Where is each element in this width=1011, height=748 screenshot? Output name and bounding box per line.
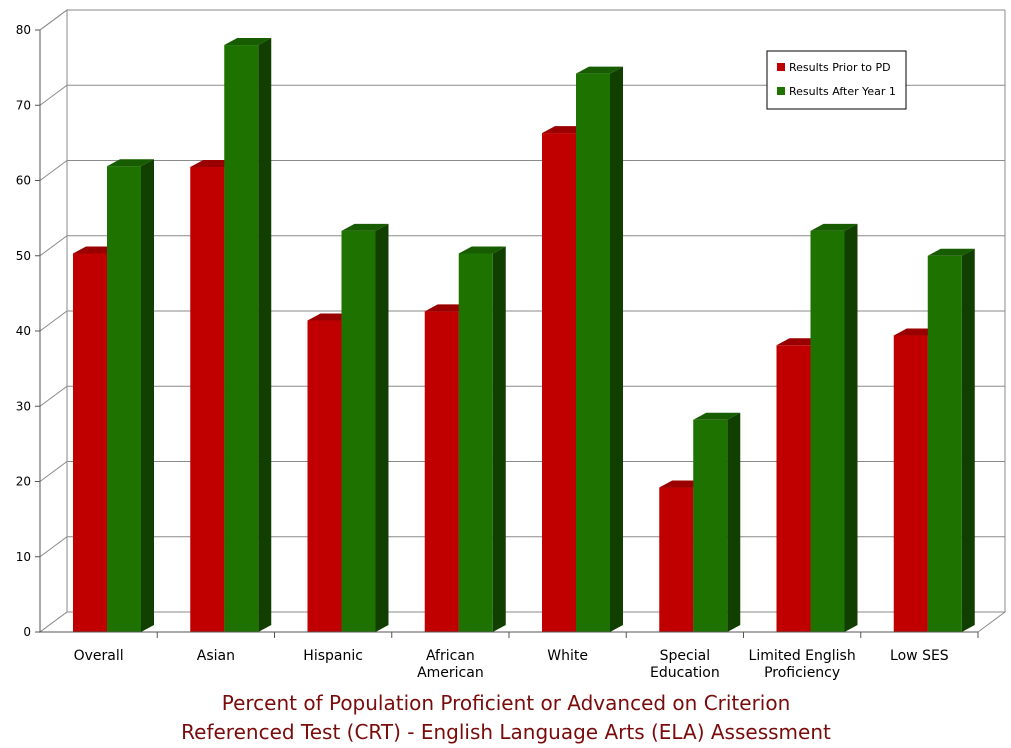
bar-front [542,133,576,632]
x-tick-label: Overall [74,648,124,664]
bar-after [810,223,858,633]
bar-top [224,38,272,46]
bar-after [341,223,389,633]
bar-front [190,166,225,632]
x-tick-label: Asian [197,648,235,664]
legend-label: Results Prior to PD [789,61,891,74]
bar-side [961,248,975,632]
x-tick-label: Limited English [749,648,856,664]
bar-front [73,253,107,632]
x-tick-label: Education [650,665,720,681]
x-tick-label: African [426,648,475,664]
bar-side [375,223,389,633]
x-tick-label: American [417,665,484,681]
gridline [39,235,1005,257]
bar-after [107,159,154,632]
bar-side [727,412,741,632]
bar-after [458,246,506,632]
chart-title: Percent of Population Proficient or Adva… [181,691,831,744]
bar-side [258,38,272,633]
bar-front [458,253,493,632]
y-tick-label: 50 [16,249,31,263]
bar-front [341,230,376,633]
x-tick-label: Low SES [890,648,949,664]
legend-swatch [777,63,785,71]
y-tick-label: 30 [16,399,31,413]
bar-front [307,320,342,632]
bar-side [610,66,623,632]
bar-after [693,412,741,632]
legend-swatch [777,87,785,95]
x-tick-label: White [547,648,588,664]
gridline [39,461,1005,482]
y-tick-label: 0 [23,625,31,639]
gridlines [39,9,1005,558]
bar-front [224,45,259,633]
gridline [39,84,1005,106]
bar-top [576,66,623,74]
x-tick-label: Special [660,648,710,664]
gridline [39,385,1005,407]
bar-top [458,246,506,254]
bar-front [107,166,141,632]
chart-title-line: Referenced Test (CRT) - English Language… [181,720,831,744]
bar-top [107,159,154,167]
y-tick-label: 70 [16,98,31,112]
gridline [39,310,1005,332]
y-axis: 0 10 20 30 40 50 60 70 80 [16,23,41,639]
y-tick-label: 20 [16,475,31,489]
y-tick-label: 10 [16,550,31,564]
bar-side [492,246,506,632]
bar-top [341,223,389,231]
gridline [39,536,1005,558]
chart-title-line: Percent of Population Proficient or Adva… [222,691,791,715]
bar-front [927,255,962,632]
y-tick-label: 40 [16,324,31,338]
legend: Results Prior to PD Results After Year 1 [766,50,907,110]
legend-label: Results After Year 1 [789,85,896,98]
x-tick-label: Proficiency [764,665,840,681]
bar-after [576,66,623,632]
gridline [39,9,1005,31]
gridline [39,160,1005,181]
bar-front [893,335,928,632]
y-tick-label: 60 [16,174,31,188]
bar-top [693,412,741,420]
y-tick-label: 80 [16,23,31,37]
bar-after [224,38,272,633]
bar-front [693,419,728,632]
bar-front [424,311,459,632]
bar-top [810,223,858,231]
bar-top [927,248,975,256]
floor [38,611,1007,633]
legend-box [766,50,907,110]
bar-front [810,230,845,633]
bar-front [576,73,610,632]
bar-side [141,159,154,632]
bar-front [659,487,694,632]
bars [73,38,975,633]
bar-front [776,345,811,632]
x-tick-label: Hispanic [303,648,363,664]
bar-side [844,223,858,633]
bar-after [927,248,975,632]
